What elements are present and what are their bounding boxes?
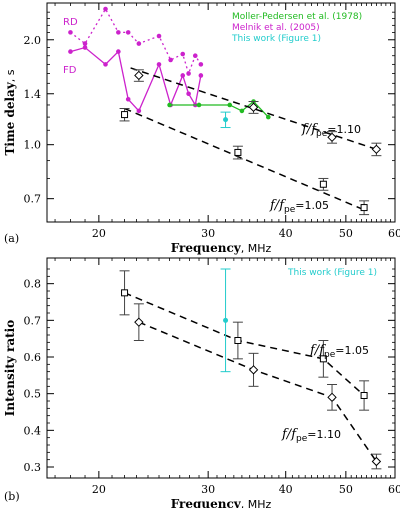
square-marker xyxy=(360,204,368,212)
legend-entry: Moller-Pedersen et al. (1978) xyxy=(232,12,362,22)
data-point xyxy=(227,102,233,108)
data-point xyxy=(223,317,229,323)
annotation-fd: FD xyxy=(63,65,77,76)
fit-line xyxy=(138,321,378,462)
x-tick-label: 40 xyxy=(279,483,293,496)
panel-a-label: (a) xyxy=(4,232,20,245)
data-point xyxy=(125,30,131,35)
square-marker xyxy=(319,355,327,363)
data-point xyxy=(168,57,173,63)
diamond-marker xyxy=(248,102,259,113)
square-marker xyxy=(234,148,242,156)
square-marker xyxy=(121,289,129,297)
x-axis-label: Frequency, MHz xyxy=(171,241,272,255)
data-point xyxy=(125,96,131,102)
diamond-marker xyxy=(371,144,382,155)
x-tick-label: 50 xyxy=(339,483,353,496)
y-tick-label: 0.8 xyxy=(24,278,42,291)
data-point xyxy=(198,62,204,67)
data-point xyxy=(196,102,202,108)
square-marker xyxy=(319,180,327,188)
series-line xyxy=(169,100,269,118)
data-point xyxy=(68,49,73,54)
series-line xyxy=(70,7,202,76)
fit-line xyxy=(124,292,365,397)
y-tick-label: 0.7 xyxy=(24,193,42,206)
data-point xyxy=(82,41,88,46)
legend-entry: Melnik et al. (2005) xyxy=(232,23,320,33)
diamond-marker xyxy=(134,70,144,81)
data-point xyxy=(136,41,142,46)
data-point xyxy=(239,108,245,114)
panel-b-label: (b) xyxy=(4,490,20,503)
data-point xyxy=(223,117,229,123)
x-axis-label: Frequency, MHz xyxy=(171,497,272,508)
y-tick-label: 0.3 xyxy=(24,461,42,474)
data-point xyxy=(68,30,73,35)
fit-line xyxy=(124,107,365,211)
data-point xyxy=(116,49,121,54)
y-tick-label: 0.4 xyxy=(24,424,42,437)
y-tick-label: 1.4 xyxy=(24,88,42,101)
label-ratio-110: f/fpe=1.10 xyxy=(301,122,361,139)
data-point xyxy=(180,51,186,57)
x-tick-label: 20 xyxy=(92,483,106,496)
data-point xyxy=(192,53,198,59)
diamond-marker xyxy=(371,456,382,467)
x-tick-label: 30 xyxy=(201,483,215,496)
data-point xyxy=(167,102,172,108)
diamond-marker xyxy=(248,365,259,375)
y-tick-label: 2.0 xyxy=(24,34,42,47)
data-point xyxy=(198,73,204,78)
x-tick-label: 20 xyxy=(92,227,106,240)
y-axis-label: Intensity ratio xyxy=(3,320,17,416)
diamond-marker xyxy=(327,392,337,403)
legend-entry: This work (Figure 1) xyxy=(287,268,377,278)
label-ratio-110: f/fpe=1.10 xyxy=(281,427,341,444)
annotation-rd: RD xyxy=(63,17,78,28)
label-ratio-105: f/fpe=1.05 xyxy=(269,198,329,215)
x-tick-label: 30 xyxy=(201,227,215,240)
label-ratio-105: f/fpe=1.05 xyxy=(309,343,369,360)
data-point xyxy=(186,71,191,76)
legend-entry: This work (Figure 1) xyxy=(231,34,321,44)
square-marker xyxy=(234,337,242,344)
y-axis-label: Time delay, s xyxy=(3,69,17,155)
data-point xyxy=(186,91,191,97)
data-point xyxy=(103,62,108,67)
plot-frame-b xyxy=(46,257,396,479)
x-tick-label: 50 xyxy=(339,227,353,240)
y-tick-label: 0.7 xyxy=(24,314,42,327)
data-point xyxy=(266,114,271,120)
data-point xyxy=(136,108,142,114)
data-point xyxy=(103,6,108,12)
data-point xyxy=(116,30,121,35)
x-tick-label: 60 xyxy=(388,483,400,496)
square-marker xyxy=(360,392,368,399)
y-tick-label: 1.0 xyxy=(24,139,42,152)
diamond-marker xyxy=(134,317,144,327)
x-tick-label: 60 xyxy=(388,227,400,240)
square-marker xyxy=(121,111,129,119)
data-point xyxy=(180,73,186,78)
y-tick-label: 0.5 xyxy=(24,388,42,401)
diamond-marker xyxy=(327,132,337,143)
series-line xyxy=(70,46,202,113)
data-point xyxy=(156,33,162,39)
y-tick-label: 0.6 xyxy=(24,351,42,364)
data-point xyxy=(82,45,88,50)
x-tick-label: 40 xyxy=(279,227,293,240)
data-point xyxy=(156,62,162,67)
plot-frame-a xyxy=(46,2,396,223)
